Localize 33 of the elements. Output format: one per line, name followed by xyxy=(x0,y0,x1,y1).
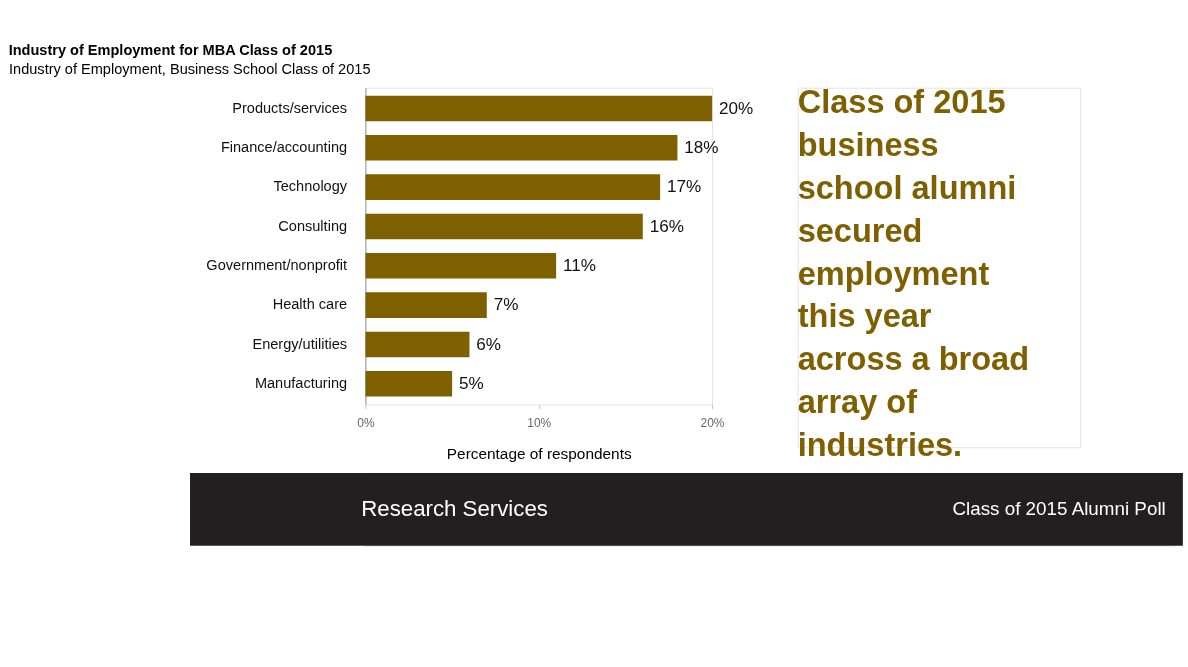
x-tick-label: 20% xyxy=(700,416,725,431)
data-label: 7% xyxy=(493,295,519,315)
y-tick-label: Consulting xyxy=(278,217,348,234)
data-label: 11% xyxy=(562,255,596,275)
text: Class of 2015 Alumni Poll xyxy=(952,497,1166,519)
data-label: 20% xyxy=(718,98,754,118)
data-label: 18% xyxy=(684,137,719,157)
x-axis-title: Percentage of respondents xyxy=(446,444,632,462)
bar xyxy=(365,174,661,200)
text: Research Services xyxy=(361,495,548,521)
y-tick-label: Energy/utilities xyxy=(252,335,348,352)
data-label: 6% xyxy=(476,334,502,354)
y-tick-label: Finance/accounting xyxy=(220,139,348,156)
x-tick-label: 10% xyxy=(527,416,552,431)
data-label: 16% xyxy=(649,216,684,236)
text: Class of 2015 business school alumni secured employment this year across a broad array of industries. xyxy=(797,84,1030,463)
data-label: 5% xyxy=(458,373,484,393)
y-tick-label: Technology xyxy=(273,178,348,195)
bar xyxy=(365,253,557,279)
text: Industry of Employment, Business School Class of 2015 xyxy=(9,61,371,78)
y-tick-label: Manufacturing xyxy=(254,375,348,392)
y-tick-label: Health care xyxy=(272,296,348,313)
y-tick-label: Government/nonprofit xyxy=(206,257,348,274)
text: Industry of Employment for MBA Class of 2015 xyxy=(8,41,333,58)
bar xyxy=(365,331,470,358)
x-tick-label: 0% xyxy=(357,416,375,431)
bar xyxy=(365,371,453,397)
bar xyxy=(365,292,487,318)
bar xyxy=(365,213,643,240)
y-tick-label: Products/services xyxy=(232,99,348,116)
data-label: 17% xyxy=(666,177,702,197)
bar xyxy=(365,135,678,161)
bar xyxy=(365,95,713,122)
